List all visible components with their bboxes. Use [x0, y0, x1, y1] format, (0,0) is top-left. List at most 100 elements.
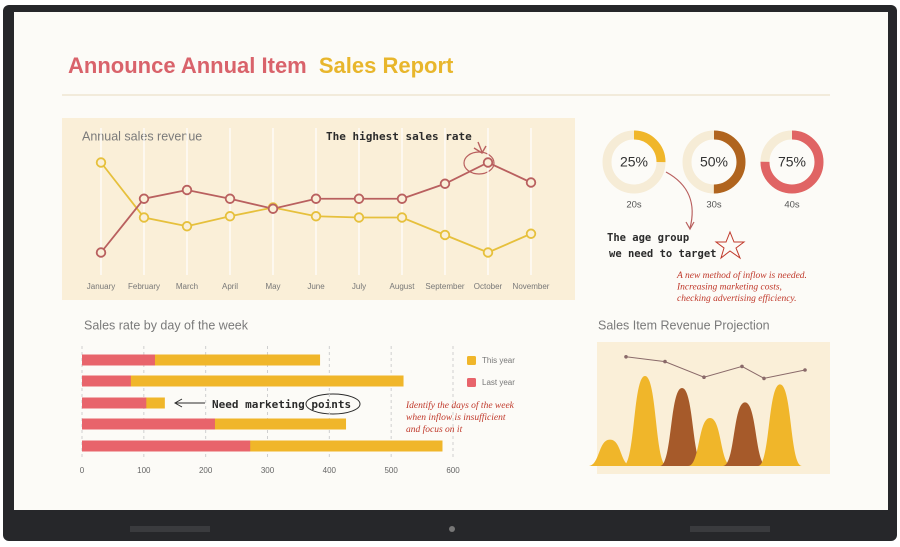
annotation-arrow [173, 398, 205, 408]
x-tick-label: April [222, 282, 238, 291]
point [702, 375, 706, 380]
report-title: Announce Annual Item Sales Report [68, 53, 454, 78]
legend-label: Last year [482, 378, 515, 387]
x-tick-label: May [265, 282, 280, 291]
x-tick-label: September [425, 282, 464, 291]
x-tick-label: January [87, 282, 115, 291]
donut-label: 50% [700, 154, 728, 170]
x-tick-label: August [390, 282, 416, 291]
point [439, 229, 451, 241]
donut-arc [602, 130, 666, 194]
area-chart-title: Sales Item Revenue Projection [598, 318, 770, 332]
annotation-circle [463, 151, 495, 175]
point [353, 212, 365, 223]
bar [82, 418, 215, 430]
bar-chart-title: Sales rate by day of the week [84, 318, 249, 332]
x-tick-label: October [474, 282, 503, 291]
annotation-circle [305, 393, 361, 415]
bar [82, 375, 404, 387]
x-tick-label: 200 [199, 466, 213, 475]
x-tick-label: March [176, 282, 198, 291]
legend-swatch [467, 378, 476, 387]
point [525, 177, 537, 188]
point [482, 157, 494, 168]
point [396, 212, 408, 223]
speaker-grille [130, 526, 210, 532]
legend-swatch [467, 356, 476, 365]
bar [82, 440, 443, 452]
note: Increasing marketing costs, [676, 283, 782, 293]
note: and focus on it [406, 424, 463, 435]
annotation-arrow [473, 141, 487, 154]
point [138, 212, 150, 223]
point [224, 211, 236, 222]
title-start: Announce Annual Item [68, 53, 307, 78]
title-end: Sales Report [319, 53, 454, 78]
annotation: The highest sales rate [326, 130, 472, 143]
annotation-arrow [685, 221, 695, 231]
point [267, 203, 279, 214]
x-tick-label: July [352, 282, 366, 291]
annotation-arrow [665, 171, 693, 229]
x-tick-label: November [513, 282, 550, 291]
point [525, 228, 537, 239]
x-tick-label: 500 [384, 466, 398, 475]
point [482, 247, 494, 258]
x-tick-label: June [307, 282, 325, 291]
note: when inflow is insufficient [406, 412, 506, 423]
donut-label: 25% [620, 154, 648, 170]
legend-label: This year [482, 356, 515, 365]
annotation: The age group [607, 232, 689, 244]
annotation: Need marketing points [212, 398, 351, 411]
bar [82, 354, 321, 366]
x-tick-label: 0 [80, 466, 85, 475]
point [310, 211, 322, 222]
bar [82, 397, 147, 409]
logo [449, 526, 455, 532]
donut-arc [760, 130, 824, 194]
point [138, 193, 150, 204]
bar [82, 440, 251, 452]
bar [82, 375, 131, 387]
note: checking advertising efficiency. [677, 293, 797, 304]
peak [688, 418, 732, 466]
x-tick-label: 100 [137, 466, 151, 475]
donut-label: 75% [778, 154, 806, 170]
star-doodle [714, 230, 746, 260]
point [803, 368, 807, 372]
note: A new method of inflow is needed. [676, 270, 807, 281]
peak [660, 388, 704, 466]
donut-category: 40s [784, 200, 800, 211]
peak [588, 439, 632, 466]
point [181, 184, 193, 196]
point [439, 178, 451, 189]
line-chart-title: Annual sales revenue [82, 129, 202, 143]
projection-line [625, 356, 806, 379]
annotation: we need to target [609, 248, 716, 260]
x-tick-label: February [128, 282, 160, 291]
donut-category: 20s [626, 200, 642, 211]
donut-category: 30s [706, 200, 722, 211]
x-tick-label: 300 [261, 466, 275, 475]
point [353, 193, 365, 204]
peak [623, 376, 667, 466]
bar [82, 354, 155, 366]
x-tick-label: 400 [323, 466, 337, 475]
line-panel [62, 118, 575, 300]
point [624, 355, 628, 359]
point [396, 193, 408, 204]
point [740, 364, 744, 369]
peak [758, 384, 802, 466]
point [224, 193, 236, 204]
donut-arc [682, 130, 746, 194]
point [181, 221, 193, 232]
point [663, 359, 667, 364]
point [95, 247, 107, 258]
point [310, 193, 322, 204]
speaker-grille [690, 526, 770, 532]
x-tick-label: 600 [446, 466, 460, 475]
peak [723, 402, 767, 466]
point [95, 157, 107, 168]
note: Identify the days of the week [405, 400, 515, 411]
